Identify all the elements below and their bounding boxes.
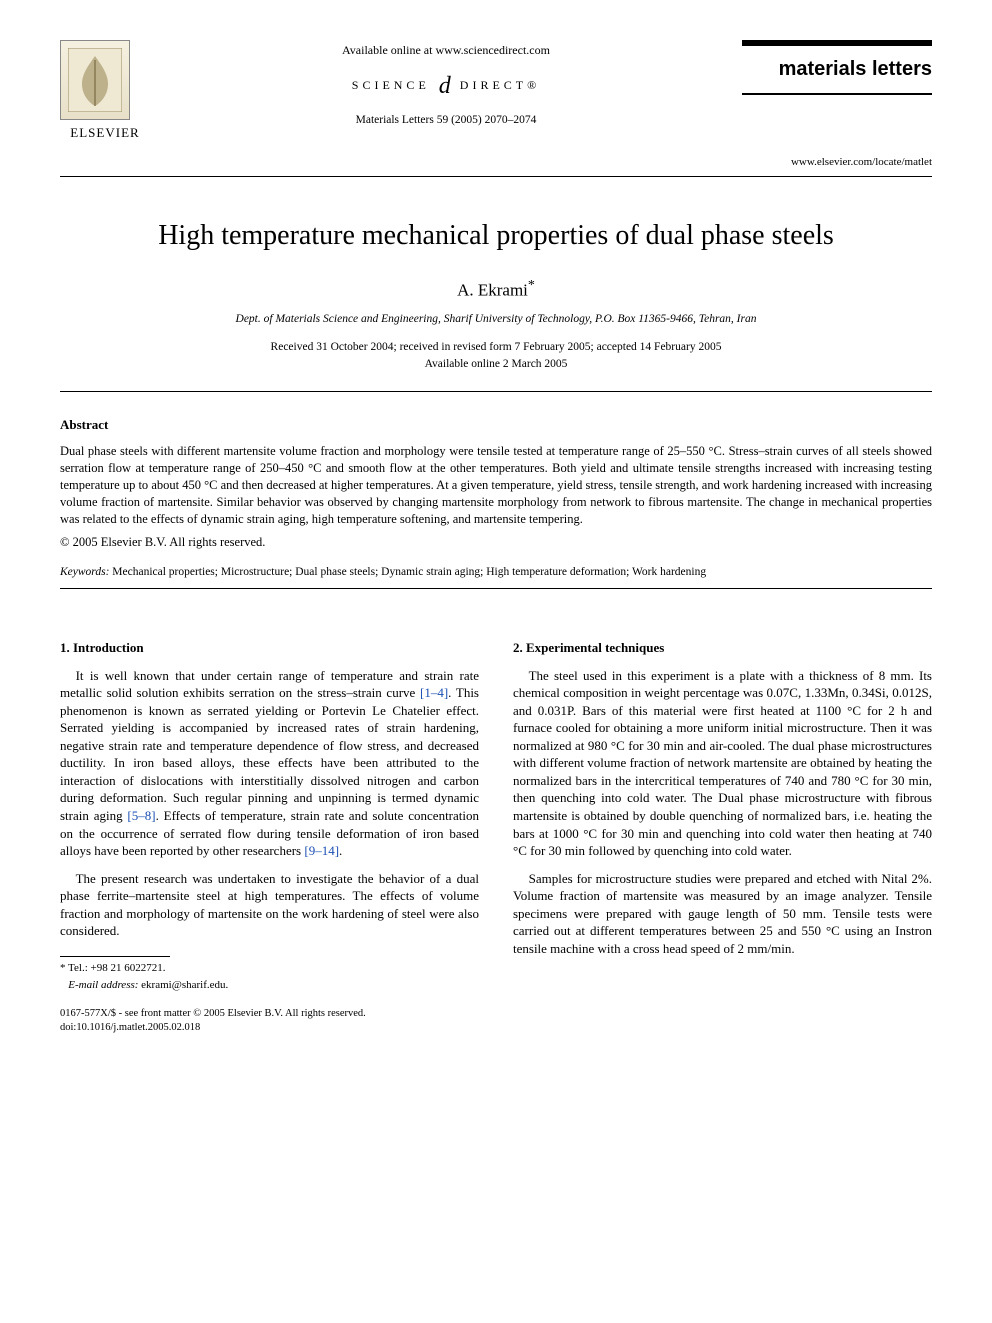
keywords-text: Mechanical properties; Microstructure; D… <box>109 566 706 578</box>
intro-p1d: . <box>339 843 342 858</box>
footnote-corresponding: * Tel.: +98 21 6022721. <box>60 961 479 976</box>
front-matter-line: 0167-577X/$ - see front matter © 2005 El… <box>60 1007 479 1021</box>
email-address: ekrami@sharif.edu. <box>138 979 228 991</box>
journal-title: materials letters <box>742 40 932 95</box>
ref-link-9-14[interactable]: [9–14] <box>304 843 339 858</box>
page: ELSEVIER Available online at www.science… <box>0 0 992 1065</box>
sciencedirect-logo: SCIENCE d DIRECT® <box>150 70 742 102</box>
left-column: 1. Introduction It is well known that un… <box>60 615 479 1035</box>
rule-top <box>60 176 932 177</box>
available-online-line: Available online at www.sciencedirect.co… <box>150 42 742 58</box>
author-name: A. Ekrami <box>457 280 528 299</box>
citation: Materials Letters 59 (2005) 2070–2074 <box>150 113 742 129</box>
article-title: High temperature mechanical properties o… <box>60 217 932 255</box>
email-label: E-mail address: <box>68 979 138 991</box>
ref-link-5-8[interactable]: [5–8] <box>127 808 155 823</box>
publisher-logo-block: ELSEVIER <box>60 40 150 142</box>
journal-url: www.elsevier.com/locate/matlet <box>742 155 932 170</box>
rule-after-keywords <box>60 588 932 589</box>
ref-link-1-4[interactable]: [1–4] <box>420 685 448 700</box>
rule-after-dates <box>60 391 932 392</box>
sd-d-icon: d <box>439 70 451 102</box>
header-right: materials letters www.elsevier.com/locat… <box>742 40 932 170</box>
body-columns: 1. Introduction It is well known that un… <box>60 615 932 1035</box>
affiliation: Dept. of Materials Science and Engineeri… <box>60 312 932 328</box>
intro-paragraph-2: The present research was undertaken to i… <box>60 870 479 940</box>
doi-block: 0167-577X/$ - see front matter © 2005 El… <box>60 1007 479 1035</box>
exp-paragraph-1: The steel used in this experiment is a p… <box>513 667 932 860</box>
keywords-line: Keywords: Mechanical properties; Microst… <box>60 565 932 581</box>
abstract-copyright: © 2005 Elsevier B.V. All rights reserved… <box>60 534 932 551</box>
intro-p1a: It is well known that under certain rang… <box>60 668 479 701</box>
abstract-text: Dual phase steels with different martens… <box>60 444 932 526</box>
elsevier-tree-icon <box>60 40 130 120</box>
abstract-body: Dual phase steels with different martens… <box>60 443 932 527</box>
exp-paragraph-2: Samples for microstructure studies were … <box>513 870 932 958</box>
header: ELSEVIER Available online at www.science… <box>60 40 932 170</box>
keywords-label: Keywords: <box>60 566 109 578</box>
footnote-separator <box>60 956 170 957</box>
right-column: 2. Experimental techniques The steel use… <box>513 615 932 1035</box>
abstract-heading: Abstract <box>60 416 932 434</box>
intro-paragraph-1: It is well known that under certain rang… <box>60 667 479 860</box>
section-2-heading: 2. Experimental techniques <box>513 639 932 657</box>
header-center: Available online at www.sciencedirect.co… <box>150 40 742 128</box>
author-line: A. Ekrami* <box>60 277 932 303</box>
sd-right: DIRECT® <box>460 78 540 92</box>
dates-line-2: Available online 2 March 2005 <box>60 357 932 373</box>
intro-p1b: . This phenomenon is known as serrated y… <box>60 685 479 823</box>
publisher-name: ELSEVIER <box>60 124 150 142</box>
doi-line: doi:10.1016/j.matlet.2005.02.018 <box>60 1021 479 1035</box>
section-1-heading: 1. Introduction <box>60 639 479 657</box>
sd-left: SCIENCE <box>352 78 430 92</box>
corresponding-mark: * <box>528 278 535 293</box>
footnote-email: E-mail address: ekrami@sharif.edu. <box>60 978 479 993</box>
dates-line-1: Received 31 October 2004; received in re… <box>60 340 932 356</box>
